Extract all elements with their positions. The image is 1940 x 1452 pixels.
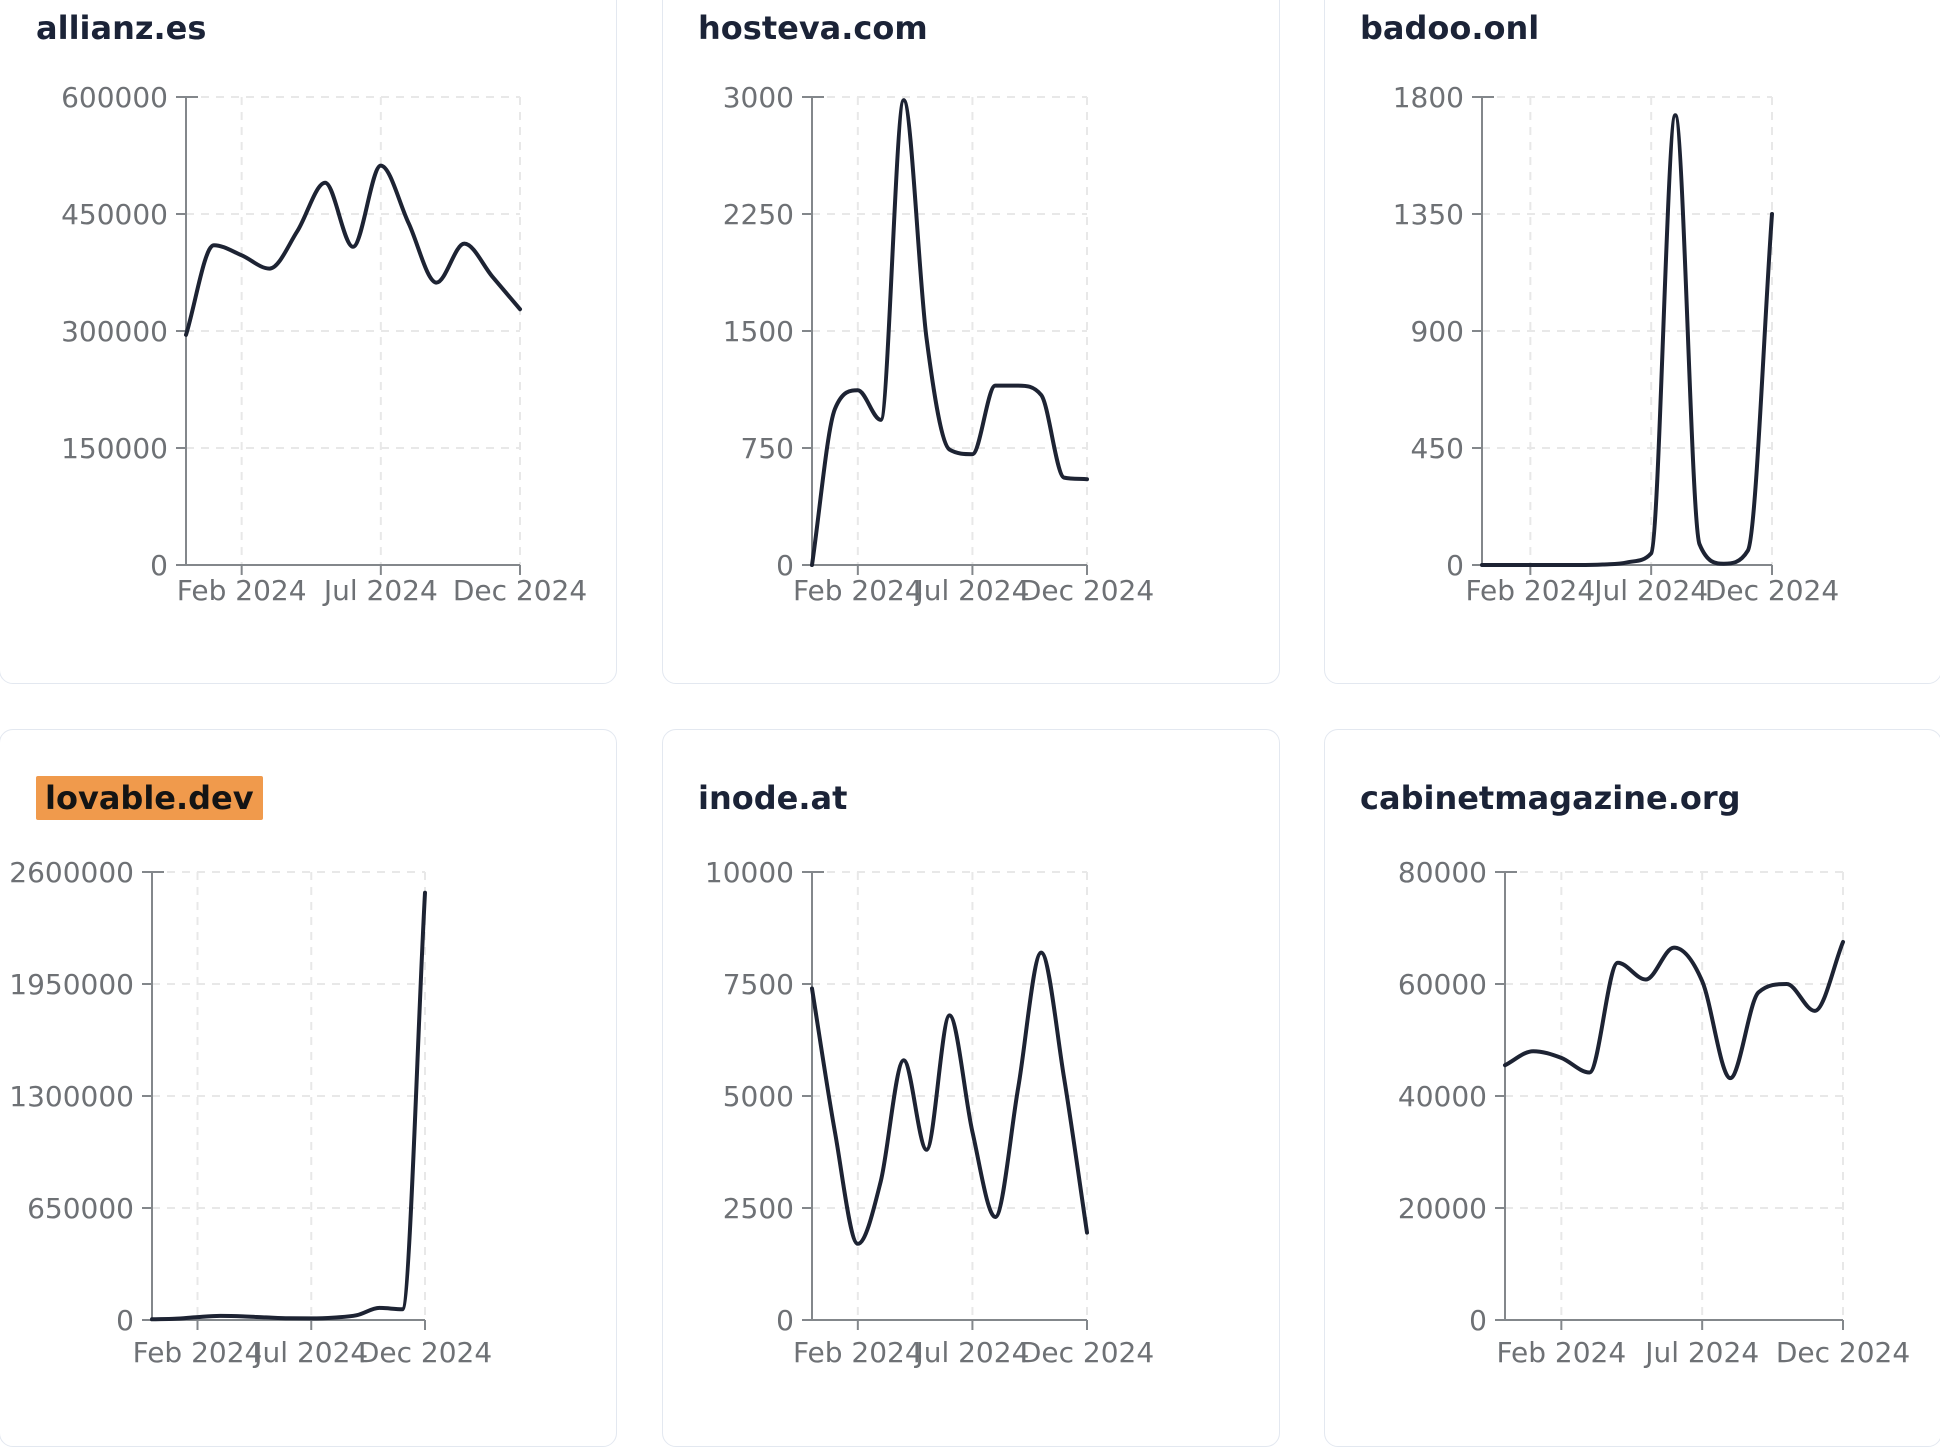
y-tick-label: 20000 [1398, 1192, 1487, 1225]
y-tick-label: 900 [1411, 315, 1464, 348]
x-tick-label: Feb 2024 [1465, 574, 1595, 607]
y-tick-label: 0 [150, 549, 168, 582]
y-tick-label: 450000 [61, 198, 168, 231]
line-chart-cabinetmagazine-org: 0 20000 40000 60000 80000 Feb 2024 Jul 2024 Dec… [1398, 856, 1910, 1369]
y-tick-label: 0 [1446, 549, 1464, 582]
chart-title: badoo.onl [1360, 8, 1539, 48]
chart-title: cabinetmagazine.org [1360, 778, 1741, 818]
domain-label-lovable-highlighted: lovable.dev [36, 776, 263, 820]
y-tick-label: 2250 [723, 198, 794, 231]
y-tick-label: 2600000 [9, 856, 134, 889]
x-tick-label: Dec 2024 [1705, 574, 1839, 607]
y-tick-label: 0 [776, 549, 794, 582]
chart-title: hosteva.com [698, 8, 928, 48]
chart-card-badoo [1324, 0, 1940, 684]
line-chart-allianz-es: 0 150000 300000 450000 600000 Feb 2024 Jul 202… [61, 81, 587, 607]
chart-card-allianz [0, 0, 617, 684]
x-tick-label: Jul 2024 [1643, 1336, 1759, 1369]
y-tick-label: 10000 [705, 856, 794, 889]
y-tick-label: 450 [1411, 432, 1464, 465]
x-tick-label: Dec 2024 [453, 574, 587, 607]
y-tick-label: 750 [741, 432, 794, 465]
y-tick-label: 3000 [723, 81, 794, 114]
domain-label-hosteva: hosteva.com [698, 9, 928, 47]
line-chart-lovable-dev: 0 650000 1300000 1950000 2600000 Feb 2024Jul … [9, 856, 492, 1369]
y-tick-label: 650000 [27, 1192, 134, 1225]
domain-label-cabinetmagazine: cabinetmagazine.org [1360, 779, 1741, 817]
x-tick-label: Jul 2024 [913, 574, 1029, 607]
x-tick-label: Dec 2024 [1020, 574, 1154, 607]
y-tick-label: 0 [116, 1304, 134, 1337]
y-tick-label: 150000 [61, 432, 168, 465]
chart-title: lovable.dev [36, 776, 263, 820]
y-tick-label: 7500 [723, 968, 794, 1001]
chart-card-lovable [0, 729, 617, 1447]
chart-card-inode [662, 729, 1280, 1447]
y-tick-label: 1350 [1393, 198, 1464, 231]
y-tick-label: 1300000 [9, 1080, 134, 1113]
x-tick-label: Dec 2024 [358, 1336, 492, 1369]
y-tick-label: 1800 [1393, 81, 1464, 114]
domain-label-badoo: badoo.onl [1360, 9, 1540, 47]
y-tick-label: 1950000 [9, 968, 134, 1001]
series-line [810, 950, 1089, 1246]
y-tick-label: 5000 [723, 1080, 794, 1113]
x-tick-label: Jul 2024 [1592, 574, 1708, 607]
domain-label-allianz: allianz.es [36, 9, 207, 47]
series-line [184, 163, 522, 337]
y-tick-label: 300000 [61, 315, 168, 348]
x-tick-label: Dec 2024 [1020, 1336, 1154, 1369]
x-tick-label: Feb 2024 [793, 1336, 923, 1369]
y-tick-label: 2500 [723, 1192, 794, 1225]
chart-title: inode.at [698, 778, 847, 818]
chart-card-cabinetmagazine [1324, 729, 1940, 1447]
x-tick-label: Dec 2024 [1776, 1336, 1910, 1369]
y-tick-label: 80000 [1398, 856, 1487, 889]
y-tick-label: 40000 [1398, 1080, 1487, 1113]
series-line [150, 890, 427, 1322]
x-tick-label: Jul 2024 [913, 1336, 1029, 1369]
y-tick-label: 1500 [723, 315, 794, 348]
x-tick-label: Feb 2024 [133, 1336, 263, 1369]
x-tick-label: Feb 2024 [793, 574, 923, 607]
series-line [810, 98, 1089, 567]
y-tick-label: 0 [1469, 1304, 1487, 1337]
chart-card-hosteva [662, 0, 1280, 684]
x-tick-label: Jul 2024 [252, 1336, 368, 1369]
x-tick-label: Feb 2024 [177, 574, 307, 607]
domain-label-inode: inode.at [698, 779, 848, 817]
series-line [1503, 940, 1845, 1081]
y-tick-label: 600000 [61, 81, 168, 114]
x-tick-label: Jul 2024 [322, 574, 438, 607]
x-tick-label: Feb 2024 [1496, 1336, 1626, 1369]
y-tick-label: 0 [776, 1304, 794, 1337]
y-tick-label: 60000 [1398, 968, 1487, 1001]
series-line [1480, 113, 1774, 568]
chart-title: allianz.es [36, 8, 206, 48]
